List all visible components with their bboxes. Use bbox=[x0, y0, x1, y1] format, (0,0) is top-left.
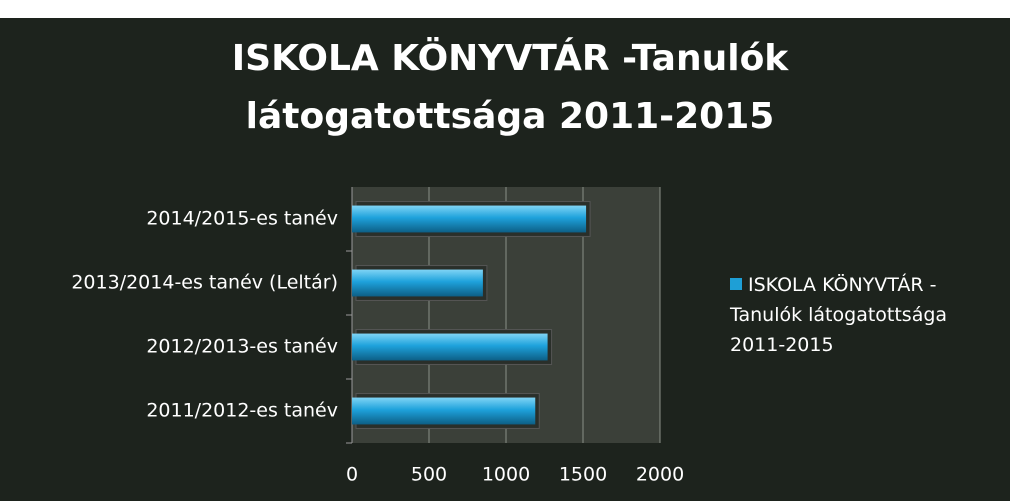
x-tick-label: 2000 bbox=[636, 464, 684, 486]
bar bbox=[352, 269, 483, 297]
y-tick-label: 2013/2014-es tanév (Leltár) bbox=[71, 272, 338, 294]
bar bbox=[352, 333, 548, 361]
y-tick-label: 2011/2012-es tanév bbox=[146, 400, 338, 422]
y-tick-label: 2014/2015-es tanév bbox=[146, 208, 338, 230]
bar bbox=[352, 205, 587, 233]
x-tick-label: 0 bbox=[346, 464, 358, 486]
x-tick-label: 500 bbox=[411, 464, 447, 486]
x-tick-label: 1000 bbox=[482, 464, 530, 486]
bar bbox=[352, 397, 536, 425]
y-tick-label: 2012/2013-es tanév bbox=[146, 336, 338, 358]
legend-label: ISKOLA KÖNYVTÁR - Tanulók látogatottsága… bbox=[730, 274, 948, 356]
chart-title: ISKOLA KÖNYVTÁR -Tanulók látogatottsága … bbox=[231, 38, 789, 137]
legend-swatch bbox=[730, 278, 742, 290]
legend: ISKOLA KÖNYVTÁR - Tanulók látogatottsága… bbox=[730, 270, 1000, 360]
x-tick-label: 1500 bbox=[559, 464, 607, 486]
